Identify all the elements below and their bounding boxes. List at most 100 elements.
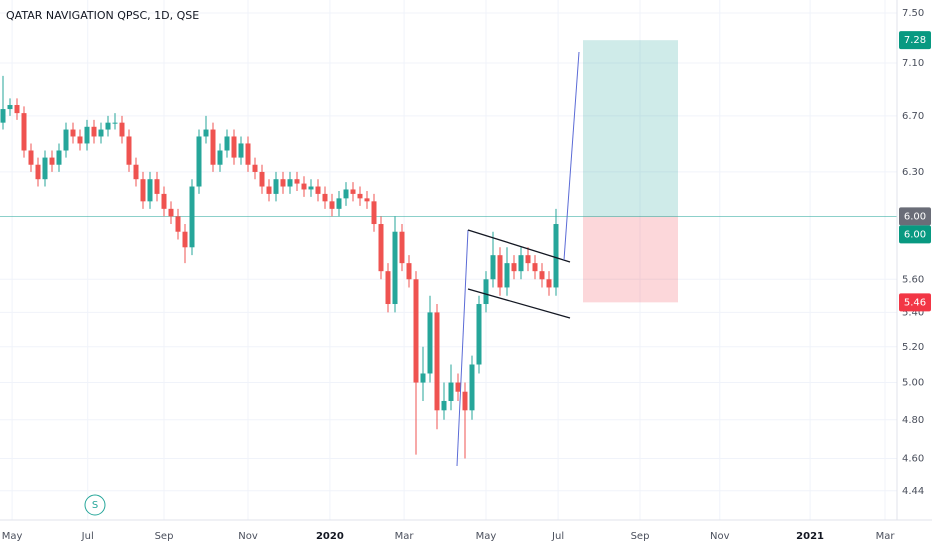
candle-body xyxy=(91,126,97,137)
candle-body xyxy=(448,382,454,401)
candle-body xyxy=(56,150,62,165)
y-tick-label: 5.20 xyxy=(902,342,924,353)
candle-body xyxy=(518,255,524,272)
candle-body xyxy=(462,391,468,411)
candle-body xyxy=(525,255,531,264)
x-tick-label: Nov xyxy=(238,531,258,542)
x-tick-label: Mar xyxy=(876,531,896,542)
candle-body xyxy=(189,186,195,248)
x-tick-label: Jul xyxy=(81,531,94,542)
candles xyxy=(0,75,559,459)
price-badge xyxy=(899,31,931,50)
event-marker[interactable]: S xyxy=(92,500,98,511)
candle-body xyxy=(238,143,244,158)
candle-body xyxy=(7,105,13,110)
candle-body xyxy=(357,193,363,199)
candle-body xyxy=(259,171,265,187)
x-tick-label: May xyxy=(476,531,497,542)
candle-body xyxy=(273,179,279,194)
candle-body xyxy=(49,157,55,165)
candle-body xyxy=(399,231,405,264)
y-tick-label: 7.10 xyxy=(902,58,924,69)
y-tick-label: 5.60 xyxy=(902,274,924,285)
price-badge xyxy=(899,207,931,226)
candle-body xyxy=(364,198,370,202)
candle-body xyxy=(329,201,335,209)
candle-body xyxy=(322,193,328,202)
candle-body xyxy=(203,129,209,137)
candle-body xyxy=(280,179,286,187)
candle-body xyxy=(14,105,20,114)
x-tick-label: Sep xyxy=(631,531,650,542)
candle-body xyxy=(63,129,69,151)
y-tick-label: 5.00 xyxy=(902,378,924,389)
price-badge xyxy=(899,225,931,244)
candle-body xyxy=(21,113,27,151)
candle-body xyxy=(490,255,496,280)
candle-body xyxy=(140,179,146,202)
candle-body xyxy=(315,186,321,194)
candle-body xyxy=(420,373,426,383)
candle-body xyxy=(483,279,489,305)
candle-body xyxy=(497,255,503,288)
position-box xyxy=(0,40,897,303)
candle-body xyxy=(378,224,384,272)
candle-body xyxy=(35,164,41,180)
candle-body xyxy=(434,312,440,411)
candle-body xyxy=(546,279,552,288)
candle-body xyxy=(532,263,538,272)
candle-body xyxy=(343,189,349,199)
x-tick-label: 2021 xyxy=(796,531,824,542)
candle-body xyxy=(0,109,6,123)
candle-body xyxy=(245,143,251,165)
candle-body xyxy=(350,189,356,194)
candle-body xyxy=(476,304,482,365)
candle-body xyxy=(42,157,48,180)
candle-body xyxy=(224,136,230,151)
price-badge-label: 6.00 xyxy=(904,229,926,240)
candle-body xyxy=(406,263,412,280)
candle-body xyxy=(210,129,216,165)
candle-body xyxy=(385,271,391,305)
candle-body xyxy=(119,122,125,137)
candle-body xyxy=(70,129,76,137)
candle-body xyxy=(413,279,419,383)
price-badge-label: 7.28 xyxy=(904,35,926,46)
event-marker-icon[interactable] xyxy=(84,494,106,516)
x-tick-label: Jul xyxy=(551,531,564,542)
candle-body xyxy=(168,208,174,217)
candle-body xyxy=(336,198,342,209)
candle-body xyxy=(133,164,139,180)
candle-body xyxy=(84,126,90,144)
price-badge-label: 6.00 xyxy=(904,211,926,222)
candle-body xyxy=(28,150,34,165)
candle-body xyxy=(441,400,447,411)
candle-body xyxy=(455,382,461,392)
candle-body xyxy=(217,150,223,165)
labels: 7.50 7.10 6.70 6.30 5.60 5.40 5.20 5.00 4.80 4.60… xyxy=(2,8,931,542)
candle-body xyxy=(147,179,153,202)
candle-body xyxy=(511,263,517,272)
x-tick-label: Sep xyxy=(155,531,174,542)
chart-title: QATAR NAVIGATION QPSC, 1D, QSE xyxy=(6,9,199,22)
candle-body xyxy=(308,186,314,190)
projection-line xyxy=(563,51,580,261)
candle-body xyxy=(98,129,104,137)
candle-body xyxy=(77,136,83,144)
price-badge-label: 5.46 xyxy=(904,297,926,308)
candle-body xyxy=(287,179,293,187)
y-tick-label: 6.70 xyxy=(902,111,924,122)
candle-body xyxy=(252,164,258,172)
flag-bottom-line xyxy=(467,288,571,319)
x-tick-label: May xyxy=(2,531,23,542)
candle-body xyxy=(427,312,433,374)
y-tick-label: 4.80 xyxy=(902,415,924,426)
candle-body xyxy=(392,231,398,305)
candle-body xyxy=(504,263,510,288)
candle-body xyxy=(161,193,167,209)
price-badge xyxy=(899,293,931,312)
candle-body xyxy=(469,364,475,411)
x-tick-label: 2020 xyxy=(316,531,344,542)
x-tick-label: Nov xyxy=(710,531,730,542)
